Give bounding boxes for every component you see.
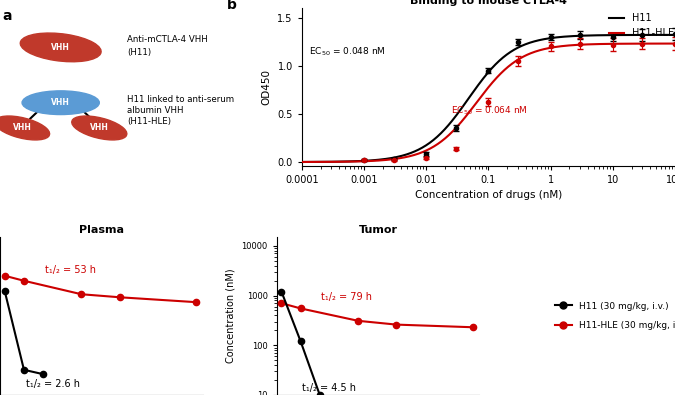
Text: t₁/₂ = 4.5 h: t₁/₂ = 4.5 h [302,383,356,393]
Ellipse shape [72,116,127,140]
Text: t₁/₂ = 2.6 h: t₁/₂ = 2.6 h [26,379,80,389]
Text: H11 linked to anti-serum: H11 linked to anti-serum [127,95,234,104]
Ellipse shape [20,33,101,62]
Title: Tumor: Tumor [358,225,398,235]
Text: Anti-mCTLA-4 VHH: Anti-mCTLA-4 VHH [127,35,208,44]
Y-axis label: Concentration (nM): Concentration (nM) [226,269,236,363]
Text: VHH: VHH [90,124,109,132]
Text: b: b [227,0,237,12]
Y-axis label: OD450: OD450 [262,69,272,105]
Text: VHH: VHH [51,43,70,52]
Legend: H11, H11-HLE: H11, H11-HLE [605,9,675,42]
Text: t₁/₂ = 53 h: t₁/₂ = 53 h [45,265,96,275]
Text: VHH: VHH [13,124,32,132]
Text: (H11-HLE): (H11-HLE) [127,117,171,126]
Text: t₁/₂ = 79 h: t₁/₂ = 79 h [321,292,373,302]
Text: EC$_{50}$ = 0.048 nM: EC$_{50}$ = 0.048 nM [309,45,385,58]
Ellipse shape [22,91,99,115]
Ellipse shape [0,116,50,140]
X-axis label: Concentration of drugs (nM): Concentration of drugs (nM) [414,190,562,201]
Title: Plasma: Plasma [79,225,124,235]
Text: albumin VHH: albumin VHH [127,106,184,115]
Title: Binding to mouse CTLA-4: Binding to mouse CTLA-4 [410,0,567,6]
Text: (H11): (H11) [127,48,151,56]
Text: VHH: VHH [51,98,70,107]
Text: a: a [3,9,12,23]
Legend: H11 (30 mg/kg, i.v.), H11-HLE (30 mg/kg, i.v.): H11 (30 mg/kg, i.v.), H11-HLE (30 mg/kg,… [551,298,675,334]
Text: EC$_{50}$ = 0.064 nM: EC$_{50}$ = 0.064 nM [451,105,528,117]
